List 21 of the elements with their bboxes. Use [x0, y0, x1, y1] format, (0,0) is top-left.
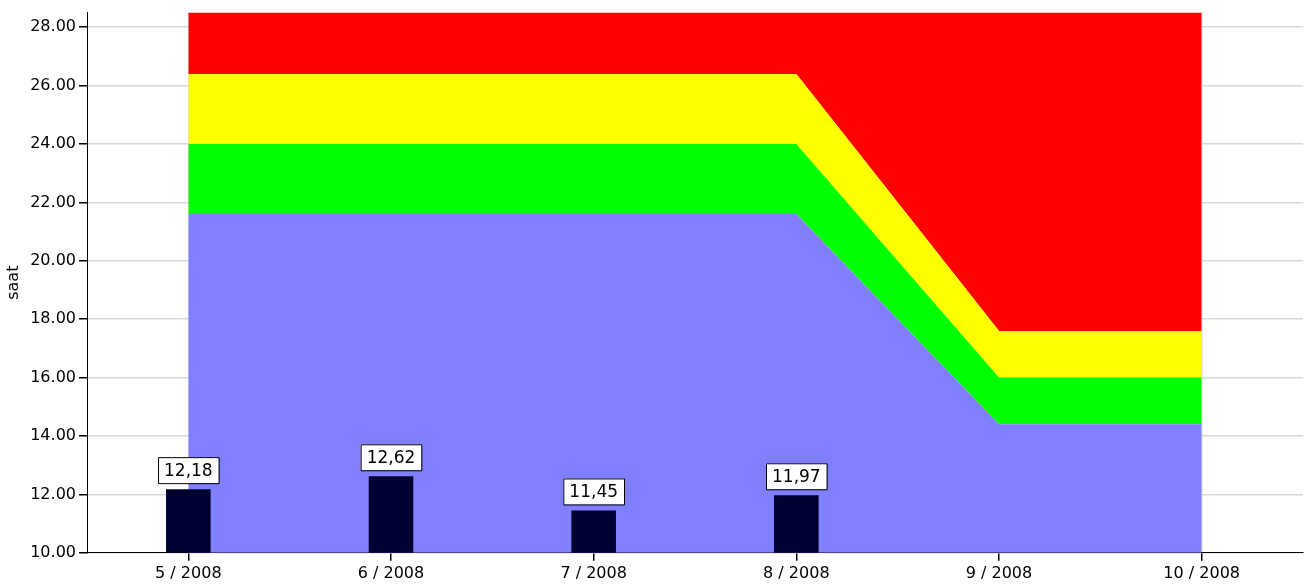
- y-tick-label: 10.00: [30, 541, 76, 561]
- y-tick-label: 18.00: [30, 308, 76, 328]
- y-tick-label: 22.00: [30, 191, 76, 211]
- y-tick-label: 20.00: [30, 249, 76, 269]
- x-tick-label: 9 / 2008: [965, 562, 1033, 582]
- data-label: 11,97: [772, 465, 821, 486]
- x-tick-label: 10 / 2008: [1163, 562, 1240, 582]
- y-tick-label: 14.00: [30, 425, 76, 445]
- x-tick-label: 7 / 2008: [560, 562, 627, 582]
- x-tick-label: 6 / 2008: [357, 562, 425, 582]
- data-label: 11,45: [569, 480, 619, 501]
- x-tick-label: 8 / 2008: [763, 562, 830, 582]
- x-tick-label: 5 / 2008: [155, 562, 222, 582]
- y-axis-title: saat: [2, 265, 22, 300]
- y-tick-label: 12.00: [30, 483, 76, 503]
- y-tick-label: 16.00: [30, 366, 76, 386]
- y-tick-label: 28.00: [30, 16, 76, 36]
- data-label: 12,18: [164, 459, 213, 480]
- data-label: 12,62: [366, 446, 416, 467]
- y-tick-label: 24.00: [30, 133, 76, 153]
- y-tick-label: 26.00: [30, 74, 76, 94]
